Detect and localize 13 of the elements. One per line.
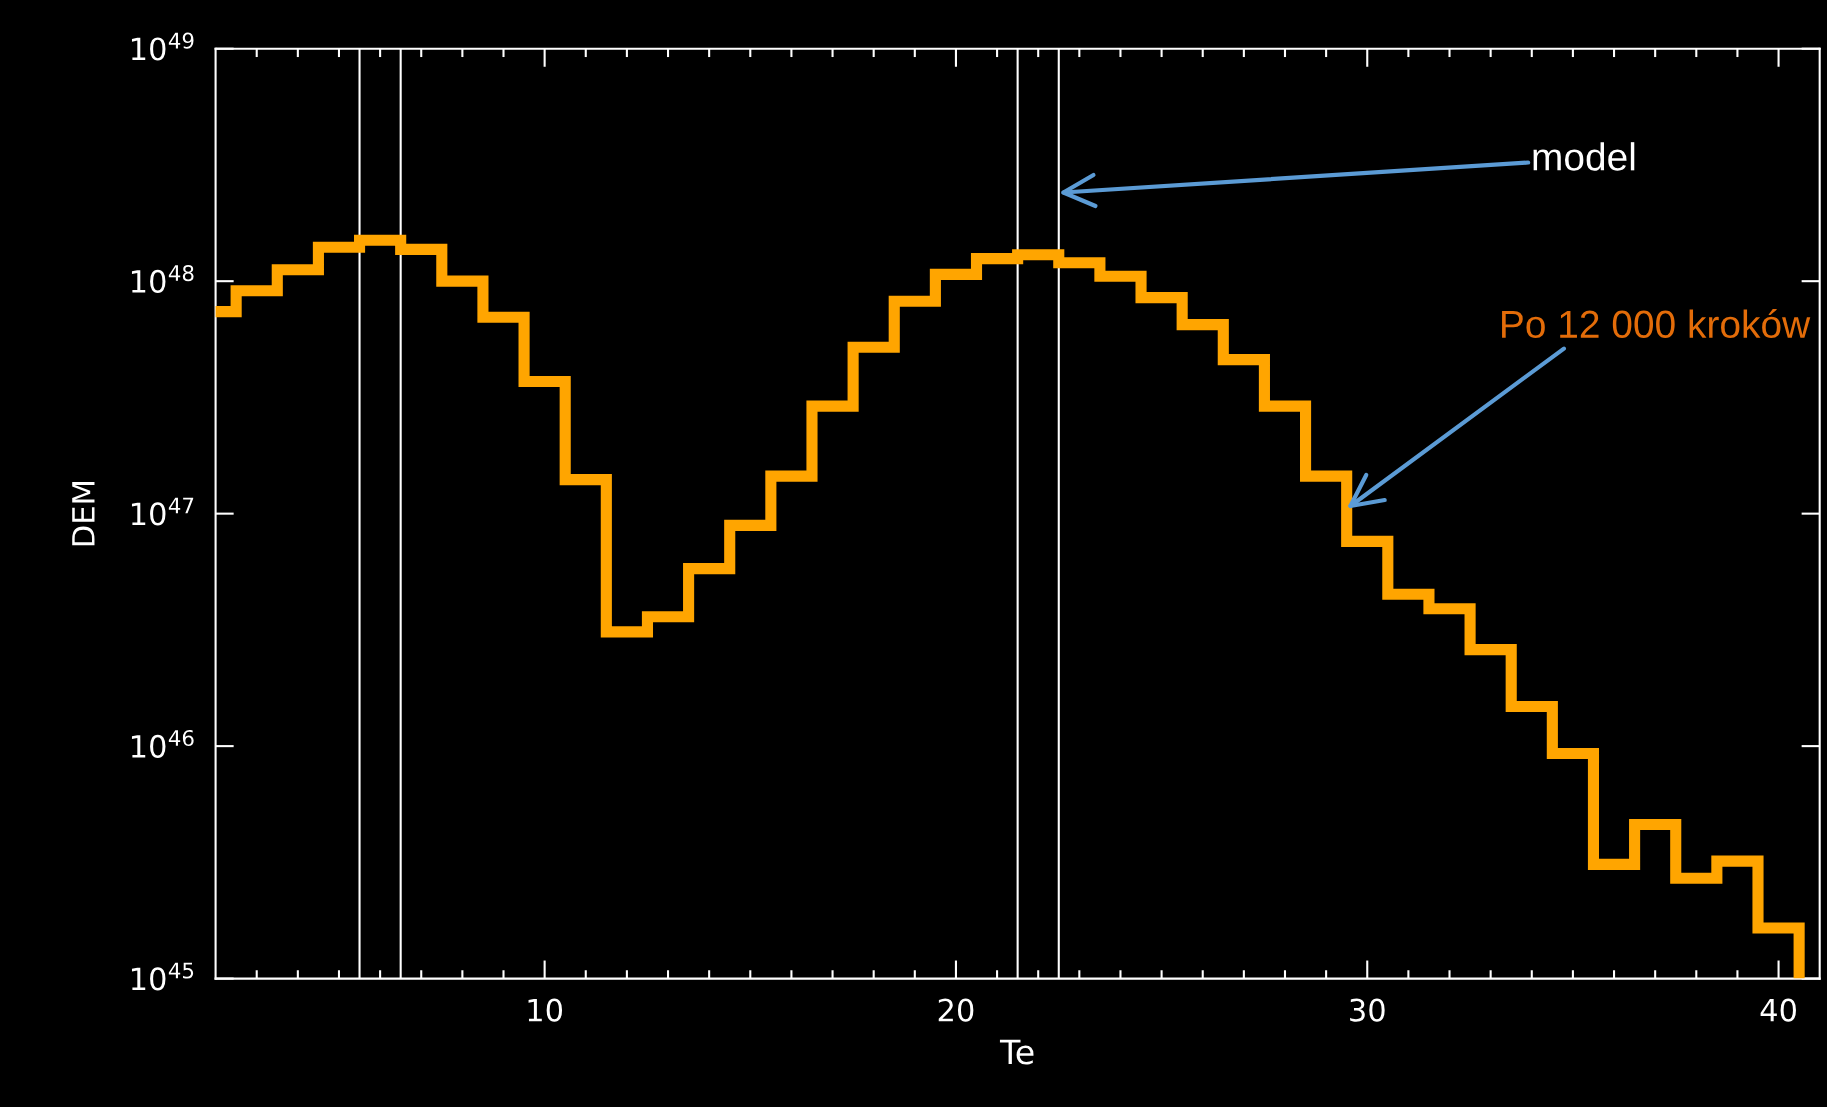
x-tick-label: 40 [1760, 998, 1796, 1022]
y-tick-label: 10$^{48}$ [131, 264, 194, 293]
x-tick-label: 10 [528, 998, 563, 1022]
y-tick-label: 10$^{49}$ [131, 32, 194, 61]
y-tick-label: 10$^{45}$ [131, 962, 194, 991]
x-axis-title: Te [999, 1039, 1034, 1065]
annotation: model [1533, 142, 1635, 171]
x-tick-label: 20 [938, 998, 974, 1022]
y-tick-label: 10$^{47}$ [131, 497, 194, 526]
y-tick-label: 10$^{46}$ [131, 729, 194, 758]
x-tick-label: 30 [1350, 998, 1385, 1022]
annotation: Po 12 000 kroków [1502, 309, 1811, 339]
y-axis-title: DEM [72, 482, 95, 546]
